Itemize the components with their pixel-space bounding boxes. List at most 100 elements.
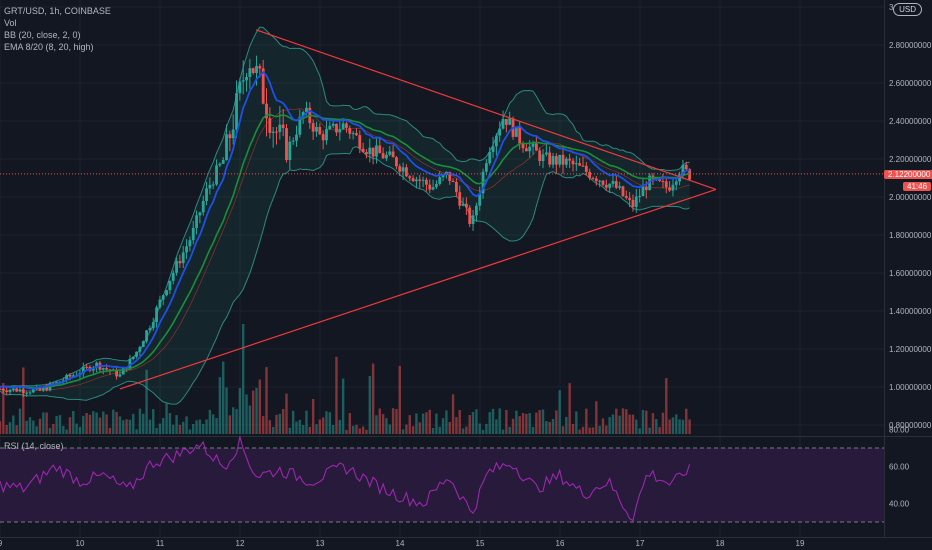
volume-bar: [551, 418, 555, 434]
currency-button[interactable]: USD: [893, 3, 922, 16]
volume-bar: [468, 415, 471, 434]
volume-bar: [635, 419, 638, 434]
volume-bar: [5, 424, 8, 434]
candle-body: [564, 158, 568, 165]
candle-body: [534, 143, 538, 151]
volume-bar: [241, 324, 245, 434]
candle-body: [398, 166, 402, 172]
volume-bar: [215, 418, 218, 434]
time-tick-label: 10: [76, 539, 85, 548]
candle-body: [345, 123, 348, 128]
candle-body: [85, 366, 89, 368]
volume-bar: [621, 408, 625, 434]
candle-body: [188, 240, 192, 247]
candle-body: [671, 184, 675, 191]
candle-body: [135, 351, 138, 357]
volume-bar: [125, 419, 128, 434]
volume-bar: [595, 401, 598, 434]
volume-bar: [458, 410, 461, 434]
volume-bar: [461, 428, 465, 434]
candle-body: [681, 164, 685, 175]
candle-body: [474, 205, 478, 216]
candle-body: [355, 133, 358, 136]
volume-bar: [555, 410, 558, 434]
candle-body: [468, 207, 472, 225]
volume-bar: [631, 414, 635, 434]
candle-body: [401, 167, 405, 172]
volume-bar: [118, 416, 122, 434]
volume-bar: [321, 417, 325, 434]
bollinger-bands: [0, 26, 690, 405]
candle-body: [181, 252, 185, 264]
volume-bar: [72, 411, 75, 434]
volume-bar: [55, 415, 58, 434]
volume-bar: [445, 410, 448, 434]
volume-bar: [598, 425, 601, 434]
volume-bar: [591, 427, 595, 434]
candle-body: [215, 165, 218, 185]
volume-bar: [521, 412, 525, 434]
volume-bar: [12, 415, 15, 434]
candle-body: [158, 299, 162, 308]
candle-body: [278, 124, 282, 133]
candle-body: [521, 143, 525, 149]
volume-bar: [441, 418, 445, 434]
candle-body: [634, 196, 638, 207]
candle-body: [118, 374, 122, 377]
candle-body: [191, 227, 195, 241]
time-tick-label: 12: [236, 539, 245, 548]
volume-bar: [291, 410, 295, 434]
volume-bar: [541, 409, 545, 434]
volume-bar: [585, 408, 588, 434]
candle-body: [208, 184, 212, 189]
volume-bar: [311, 399, 315, 434]
volume-bar: [381, 414, 385, 434]
candle-body: [231, 129, 235, 139]
candle-body: [514, 126, 518, 137]
time-tick-label: 15: [476, 539, 485, 548]
volume-bar: [385, 418, 388, 434]
volume-bar: [581, 426, 585, 434]
volume-bar: [558, 390, 561, 434]
volume-bar: [65, 429, 68, 434]
candle-body: [601, 180, 605, 185]
volume-bar: [0, 421, 2, 434]
price-tick-label: 1.80000000: [889, 231, 932, 240]
volume-bar: [138, 408, 142, 434]
candle-body: [95, 362, 99, 368]
volume-bar: [451, 394, 455, 434]
volume-bar: [671, 417, 675, 434]
volume-bar: [222, 361, 225, 434]
volume-bar: [95, 412, 98, 434]
bb-lower-line: [0, 146, 690, 405]
volume-bar: [535, 412, 538, 434]
volume-bar: [455, 417, 458, 434]
volume-bar: [28, 417, 32, 434]
candle-body: [441, 175, 445, 178]
price-tick-label: 1.60000000: [889, 269, 932, 278]
volume-bar: [528, 412, 531, 434]
candle-body: [318, 126, 322, 135]
candle-body: [508, 118, 512, 125]
candle-body: [241, 80, 245, 82]
volume-bar: [2, 382, 5, 434]
candle-body: [421, 179, 425, 181]
candle-body: [644, 186, 648, 191]
candle-body: [578, 163, 582, 166]
candle-body: [28, 392, 32, 394]
candle-body: [288, 141, 292, 160]
volume-bar: [318, 419, 322, 434]
candle-body: [448, 171, 452, 181]
candle-body: [255, 65, 258, 74]
volume-bar: [648, 427, 651, 434]
volume-bar: [68, 417, 72, 434]
candle-body: [138, 347, 142, 352]
volume-bar: [52, 423, 55, 434]
candle-body: [205, 188, 208, 201]
candle-body: [275, 131, 278, 133]
volume-bar: [608, 417, 611, 434]
price-tick-label: 2.40000000: [889, 117, 932, 126]
candle-body: [21, 389, 25, 393]
volume-bar: [42, 412, 45, 434]
